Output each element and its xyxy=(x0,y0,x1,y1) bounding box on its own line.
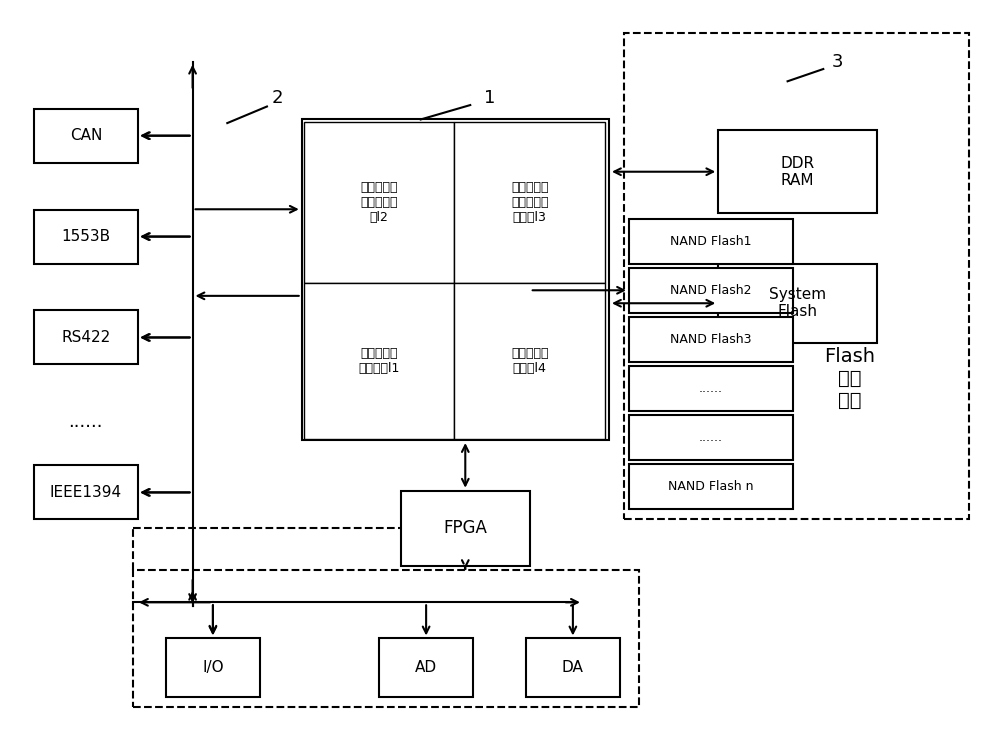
Text: CAN: CAN xyxy=(70,128,102,143)
Text: 2: 2 xyxy=(271,89,283,107)
Text: RS422: RS422 xyxy=(61,330,111,345)
Bar xyxy=(304,122,454,283)
Bar xyxy=(624,33,969,520)
Text: NAND Flash1: NAND Flash1 xyxy=(670,235,751,248)
Bar xyxy=(629,464,793,509)
Text: AD: AD xyxy=(415,660,437,675)
Text: ......: ...... xyxy=(699,431,723,444)
Text: IEEE1394: IEEE1394 xyxy=(50,485,122,500)
Text: 数据预处理
函数模块l1: 数据预处理 函数模块l1 xyxy=(358,347,400,375)
Text: I/O: I/O xyxy=(202,660,224,675)
Text: 3: 3 xyxy=(831,52,843,71)
Bar xyxy=(629,268,793,313)
Text: DA: DA xyxy=(562,660,584,675)
Text: FPGA: FPGA xyxy=(443,520,487,537)
Bar xyxy=(304,283,454,439)
Bar xyxy=(629,366,793,410)
Bar xyxy=(718,130,877,213)
Text: Flash
存储
阵列: Flash 存储 阵列 xyxy=(825,348,876,410)
Text: System
Flash: System Flash xyxy=(769,287,826,319)
Text: NAND Flash3: NAND Flash3 xyxy=(670,332,751,346)
Bar xyxy=(34,465,138,520)
Bar xyxy=(629,317,793,362)
Bar xyxy=(454,122,605,283)
Bar xyxy=(629,415,793,459)
Bar xyxy=(34,209,138,264)
Bar xyxy=(718,264,877,343)
Bar xyxy=(401,491,530,566)
Text: 外围设备接
口模块l4: 外围设备接 口模块l4 xyxy=(511,347,548,375)
Text: 1553B: 1553B xyxy=(61,229,111,244)
Bar xyxy=(526,639,620,698)
Text: 信号处理与
特征提取算
法模块l3: 信号处理与 特征提取算 法模块l3 xyxy=(511,181,548,224)
Bar xyxy=(166,639,260,698)
Text: 典型探测器
系统模型模
块l2: 典型探测器 系统模型模 块l2 xyxy=(360,181,398,224)
Bar xyxy=(133,570,639,707)
Text: DDR
RAM: DDR RAM xyxy=(780,155,815,188)
Text: NAND Flash n: NAND Flash n xyxy=(668,480,753,493)
Bar xyxy=(454,283,605,439)
Bar xyxy=(302,120,609,440)
Bar xyxy=(34,311,138,364)
Text: ......: ...... xyxy=(699,382,723,395)
Bar xyxy=(34,109,138,163)
Bar xyxy=(629,219,793,264)
Text: 1: 1 xyxy=(484,89,496,107)
Text: NAND Flash2: NAND Flash2 xyxy=(670,284,751,297)
Text: ......: ...... xyxy=(68,413,103,431)
Bar xyxy=(379,639,473,698)
